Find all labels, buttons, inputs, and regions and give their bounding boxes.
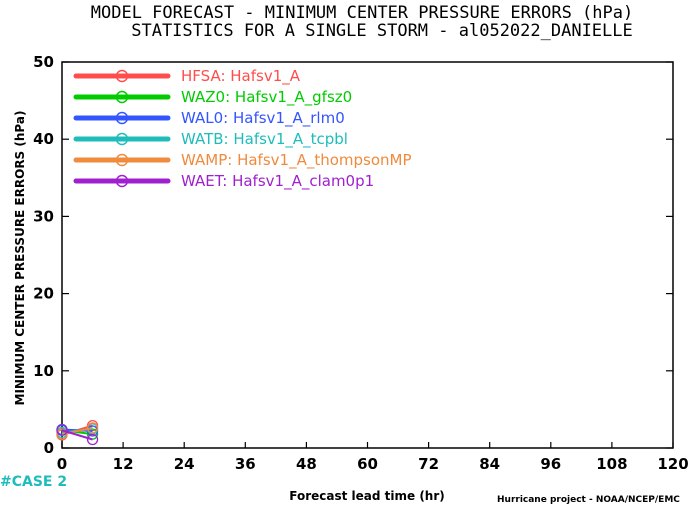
x-tick-label: 36 (235, 455, 256, 473)
x-tick-label: 24 (174, 455, 195, 473)
data-point (86, 422, 99, 434)
legend-marker (115, 90, 129, 104)
y-tick-label: 30 (33, 207, 54, 225)
x-axis-label: Forecast lead time (hr) (289, 489, 445, 503)
legend-label: WAL0: Hafsv1_A_rlm0 (181, 109, 345, 128)
x-tick-label: 108 (596, 455, 627, 473)
legend-label: WATB: Hafsv1_A_tcpbl (181, 130, 348, 149)
y-axis: 0 10 20 30 40 50 (33, 53, 673, 457)
x-tick-label: 72 (418, 455, 439, 473)
data-point (56, 424, 68, 436)
legend-marker (115, 174, 129, 188)
legend-label: WAZ0: Hafsv1_A_gfsz0 (181, 88, 352, 107)
y-tick-label: 10 (33, 362, 54, 380)
legend-label: HFSA: Hafsv1_A (181, 67, 301, 86)
y-tick-label: 0 (44, 439, 54, 457)
legend-marker (115, 111, 129, 125)
chart-title: MODEL FORECAST - MINIMUM CENTER PRESSURE… (91, 3, 633, 23)
y-tick-label: 20 (33, 285, 54, 303)
x-tick-label: 120 (657, 455, 688, 473)
series-layer (56, 419, 99, 446)
legend-marker (115, 153, 129, 167)
x-tick-label: 60 (357, 455, 378, 473)
chart-subtitle: STATISTICS FOR A SINGLE STORM - al052022… (131, 21, 633, 41)
legend-label: WAMP: Hafsv1_A_thompsonMP (181, 151, 412, 170)
x-tick-label: 96 (540, 455, 561, 473)
x-tick-label: 84 (479, 455, 500, 473)
x-tick-label: 48 (296, 455, 317, 473)
y-tick-label: 40 (33, 130, 54, 148)
legend: HFSA: Hafsv1_A WAZ0: Hafsv1_A_gfsz0 WAL0: … (73, 67, 412, 191)
data-point (56, 428, 68, 440)
case-count-label: #CASE 2 (0, 474, 67, 490)
credit-text: Hurricane project - NOAA/NCEP/EMC (497, 495, 680, 505)
y-axis-label: MINIMUM CENTER PRESSURE ERRORS (hPa) (13, 111, 27, 406)
x-tick-label: 12 (113, 455, 134, 473)
x-axis: 0 12 24 36 48 60 72 84 96 108 120 (57, 442, 689, 473)
legend-label: WAET: Hafsv1_A_clam0p1 (181, 172, 374, 191)
x-tick-label: 0 (57, 455, 67, 473)
data-point (86, 433, 99, 446)
y-tick-label: 50 (33, 53, 54, 71)
legend-marker (115, 69, 129, 83)
legend-marker (115, 132, 129, 146)
